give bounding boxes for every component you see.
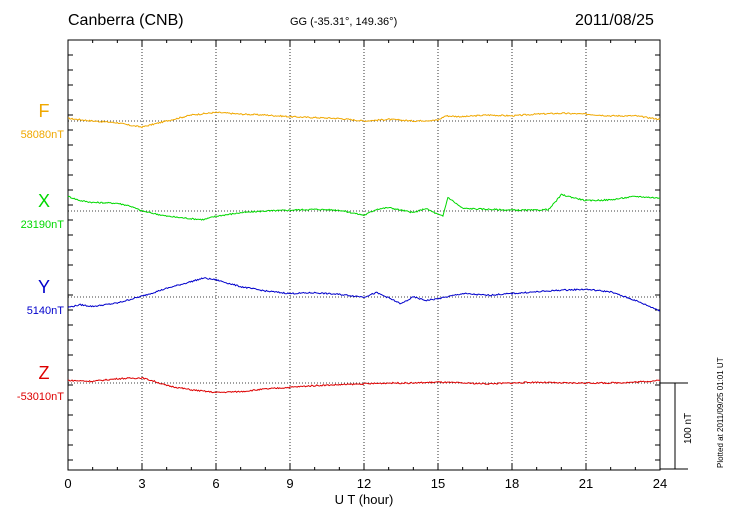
chart-date: 2011/08/25 <box>575 12 654 29</box>
plotted-timestamp: Plotted at 2011/09/25 01:01 UT <box>716 357 725 468</box>
series-x-baseline-label: 23190nT <box>21 219 65 231</box>
x-tick-label: 0 <box>64 476 71 491</box>
series-z-line <box>67 376 661 394</box>
x-tick-label: 21 <box>579 476 593 491</box>
station-coordinates: GG (-35.31°, 149.36°) <box>290 16 398 28</box>
x-tick-label: 6 <box>212 476 219 491</box>
x-tick-label: 3 <box>138 476 145 491</box>
series-y-line <box>67 277 661 312</box>
series-x-name: X <box>38 191 50 211</box>
scale-bar-label: 100 nT <box>683 412 694 444</box>
axes-layer <box>67 39 688 471</box>
series-z-baseline-label: -53010nT <box>17 391 64 403</box>
x-tick-label: 18 <box>505 476 519 491</box>
plot-frame <box>67 39 661 471</box>
series-f-baseline-label: 58080nT <box>21 129 65 141</box>
grid-layer <box>68 40 660 470</box>
series-z-name: Z <box>39 363 50 383</box>
series-layer <box>67 111 661 394</box>
x-tick-label: 9 <box>286 476 293 491</box>
series-f-name: F <box>39 101 50 121</box>
x-tick-label: 15 <box>431 476 445 491</box>
x-tick-label: 24 <box>653 476 667 491</box>
station-title: Canberra (CNB) <box>68 12 184 29</box>
series-f-line <box>68 111 661 129</box>
series-y-name: Y <box>38 277 50 297</box>
labels-layer: 0 3 6 9 12 15 18 21 24 U T (hour) F 58080nT X 23190nT… <box>17 101 667 507</box>
series-y-baseline-label: 5140nT <box>27 305 65 317</box>
series-x-line <box>67 193 660 221</box>
x-tick-label: 12 <box>357 476 371 491</box>
x-axis-label: U T (hour) <box>335 492 394 507</box>
